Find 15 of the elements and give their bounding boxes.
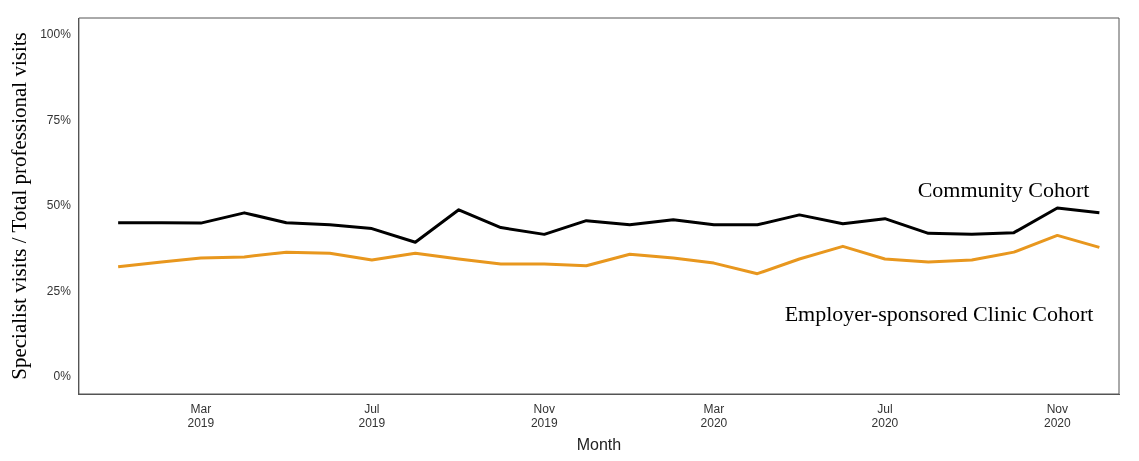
y-tick-label: 75% <box>46 112 72 127</box>
y-tick-label: 25% <box>46 283 72 298</box>
y-tick-label: 50% <box>46 198 72 213</box>
y-axis-title: Specialist visits / Total professional visits <box>7 32 32 380</box>
series-label: Community Cohort <box>917 176 1090 202</box>
x-tick-label: Mar 2019 <box>187 401 215 430</box>
x-tick-label: Jul 2020 <box>871 401 899 430</box>
y-tick-label: 0% <box>53 369 72 384</box>
y-tick-label: 100% <box>40 27 72 42</box>
x-tick-label: Nov 2019 <box>530 401 558 430</box>
x-axis-title: Month <box>576 435 622 453</box>
x-tick-label: Jul 2019 <box>358 401 386 430</box>
x-tick-label: Mar 2020 <box>700 401 728 430</box>
x-tick-label: Nov 2020 <box>1043 401 1071 430</box>
series-label: Employer-sponsored Clinic Cohort <box>784 300 1094 326</box>
